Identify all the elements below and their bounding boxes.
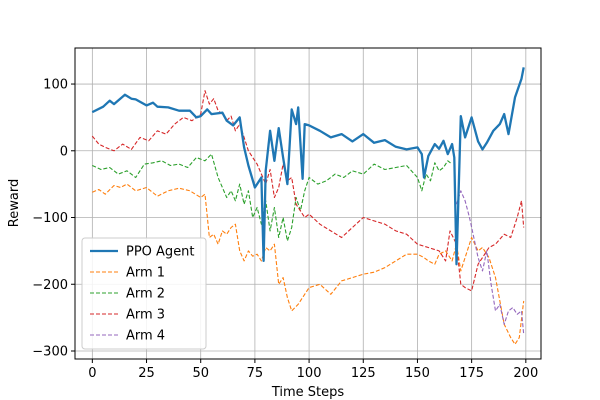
- series-line-ppo-agent: [91, 67, 525, 266]
- x-axis-label: Time Steps: [271, 385, 345, 400]
- y-tick-label: −300: [32, 344, 68, 359]
- legend-label: Arm 1: [126, 266, 165, 281]
- y-tick-label: 0: [60, 144, 68, 159]
- x-axis: 0 25 50 75 100 125 150 175 200: [88, 359, 538, 381]
- series-lines: [91, 67, 525, 345]
- legend-box: [81, 237, 207, 350]
- legend-label: Arm 3: [126, 308, 165, 323]
- series-line-arm-4: [455, 190, 525, 335]
- legend-label: Arm 4: [126, 329, 165, 344]
- plot-frame: [74, 47, 542, 360]
- x-tick-label: 200: [513, 366, 538, 381]
- legend-label: Arm 2: [126, 287, 165, 302]
- x-tick-label: 125: [351, 366, 376, 381]
- y-tick-label: 100: [43, 78, 68, 93]
- legend: PPO Agent Arm 1 Arm 2 Arm 3 Arm 4: [81, 237, 207, 350]
- x-tick-label: 150: [405, 366, 430, 381]
- legend-label: PPO Agent: [126, 245, 195, 260]
- y-axis: −300 −200 −100 0 100: [32, 78, 75, 359]
- x-tick-label: 0: [88, 366, 96, 381]
- grid: [75, 48, 541, 359]
- x-tick-label: 25: [138, 366, 155, 381]
- series-line-arm-2: [92, 153, 453, 242]
- x-tick-label: 175: [459, 366, 484, 381]
- y-tick-label: −100: [32, 211, 68, 226]
- x-tick-label: 50: [192, 366, 209, 381]
- y-tick-label: −200: [32, 278, 68, 293]
- series-line-arm-1: [92, 183, 525, 345]
- x-tick-label: 100: [297, 366, 322, 381]
- y-axis-label: Reward: [7, 179, 22, 227]
- x-tick-label: 75: [247, 366, 264, 381]
